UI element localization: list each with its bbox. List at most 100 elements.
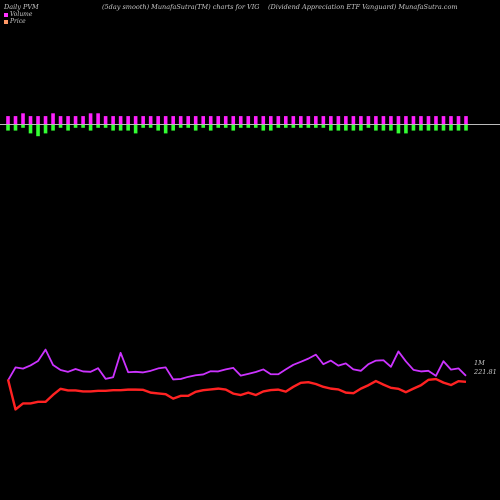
legend-label-volume: Volume [10, 11, 33, 18]
volume-bar-up [231, 116, 236, 125]
volume-bar-down [216, 125, 221, 128]
volume-bar-down [329, 125, 333, 131]
volume-bar-up [6, 116, 10, 125]
volume-bar-down [351, 125, 356, 131]
volume-bar-up [389, 116, 393, 125]
volume-bar-up [208, 116, 213, 125]
last-price-label: 221.81 [473, 368, 497, 376]
volume-bar-up [419, 116, 423, 125]
price-line [6, 377, 467, 411]
volume-bar-up [299, 116, 303, 125]
volume-bar-down [156, 125, 160, 131]
volume-bar-up [193, 116, 198, 125]
volume-bar-up [329, 116, 333, 125]
volume-bar-up [404, 116, 408, 125]
volume-bar-down [306, 125, 311, 128]
volume-bar-down [81, 125, 85, 128]
volume-bar-up [201, 116, 206, 125]
header-left: Daily PVM [4, 3, 39, 11]
volume-bar-up [268, 116, 273, 125]
volume-bar-up [66, 116, 70, 125]
volume-bar-down [246, 125, 251, 128]
header-center: (5day smooth) MunafaSutra(TM) charts for… [102, 3, 260, 11]
volume-bar-down [276, 125, 281, 128]
volume-bar-up [88, 113, 93, 125]
volume-bar-up [81, 116, 85, 125]
volume-bar-down [13, 125, 18, 131]
volume-bar-down [464, 125, 468, 131]
volume-bar-up [186, 116, 190, 125]
volume-bar-down [441, 125, 446, 131]
volume-bar-down [73, 125, 78, 128]
volume-bar-down [434, 125, 438, 131]
volume-bar-up [223, 116, 228, 125]
volume-bar-down [193, 125, 198, 131]
volume-bar-up [261, 116, 266, 125]
volume-bar-down [6, 125, 10, 131]
volume-bar-up [374, 116, 378, 125]
volume-bar-down [186, 125, 190, 128]
volume-bar-down [389, 125, 393, 131]
volume-bar-up [449, 116, 453, 125]
volume-bar-up [336, 116, 341, 125]
volume-bar-down [231, 125, 236, 131]
legend-swatch-price [4, 19, 8, 24]
volume-bar-up [359, 116, 363, 125]
volume-bar-down [118, 125, 123, 131]
volume-bar-up [441, 116, 446, 125]
volume-bar-up [291, 116, 296, 125]
volume-bar-up [253, 116, 258, 125]
volume-bar-down [223, 125, 228, 128]
legend-swatch-volume [4, 12, 8, 17]
legend-item-price: Price [4, 18, 32, 25]
volume-bar-down [291, 125, 296, 128]
legend: Volume Price [4, 11, 32, 25]
legend-label-price: Price [10, 18, 26, 25]
volume-bar-down [171, 125, 175, 131]
volume-bar-down [314, 125, 318, 128]
volume-bar-down [374, 125, 378, 131]
volume-bar-up [156, 116, 160, 125]
legend-item-volume: Volume [4, 11, 32, 18]
volume-bar-down [148, 125, 153, 128]
volume-bar-down [51, 125, 55, 131]
volume-bar-up [306, 116, 311, 125]
volume-bar-up [381, 116, 386, 125]
volume-bar-up [351, 116, 356, 125]
volume-bar-up [464, 116, 468, 125]
volume-bar-down [456, 125, 461, 131]
volume-bar-up [103, 116, 108, 125]
volume-bar-up [411, 116, 416, 125]
volume-bar-up [171, 116, 175, 125]
volume-bar-up [141, 116, 145, 125]
volume-bar-down [28, 125, 33, 134]
volume-bar-up [434, 116, 438, 125]
volume-bar-down [336, 125, 341, 131]
volume-bar-down [426, 125, 431, 131]
smooth-line [7, 348, 467, 381]
volume-bar-down [208, 125, 213, 131]
volume-bar-down [21, 125, 25, 128]
volume-bar-down [201, 125, 206, 128]
volume-bar-up [96, 113, 100, 125]
volume-bar-down [299, 125, 303, 128]
volume-bar-up [58, 116, 63, 125]
volume-bar-down [261, 125, 266, 131]
volume-bar-down [404, 125, 408, 134]
volume-bar-down [253, 125, 258, 128]
volume-bar-down [238, 125, 243, 128]
header-right: (Dividend Appreciation ETF Vanguard) Mun… [268, 3, 458, 11]
volume-bar-up [284, 116, 288, 125]
volume-bar-up [163, 116, 168, 125]
volume-bar-up [73, 116, 78, 125]
volume-bar-down [419, 125, 423, 131]
volume-bar-down [36, 125, 40, 137]
series-end-label: 1M [474, 359, 485, 367]
volume-bar-up [133, 116, 138, 125]
volume-bar-up [51, 113, 55, 125]
volume-bar-up [396, 116, 401, 125]
volume-bar-up [111, 116, 115, 125]
volume-bar-up [43, 116, 48, 125]
volume-bar-down [103, 125, 108, 128]
volume-bar-up [13, 116, 18, 125]
